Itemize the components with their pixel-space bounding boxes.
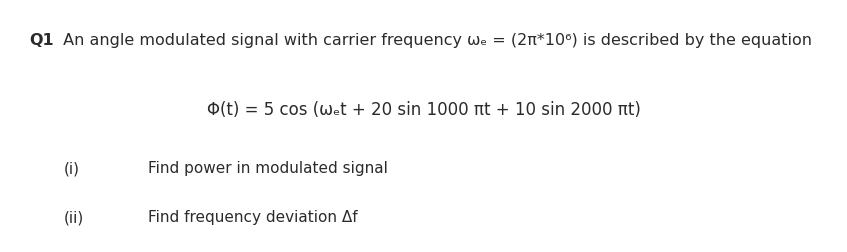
Text: Find power in modulated signal: Find power in modulated signal bbox=[148, 161, 388, 176]
Text: Q1: Q1 bbox=[30, 33, 54, 48]
Text: (i): (i) bbox=[64, 161, 80, 176]
Text: (ii): (ii) bbox=[64, 210, 84, 226]
Text: Find frequency deviation Δf: Find frequency deviation Δf bbox=[148, 210, 357, 226]
Text: Φ(t) = 5 cos (ωₑt + 20 sin 1000 πt + 10 sin 2000 πt): Φ(t) = 5 cos (ωₑt + 20 sin 1000 πt + 10 … bbox=[207, 101, 640, 119]
Text: An angle modulated signal with carrier frequency ωₑ = (2π*10⁶) is described by t: An angle modulated signal with carrier f… bbox=[58, 33, 811, 48]
